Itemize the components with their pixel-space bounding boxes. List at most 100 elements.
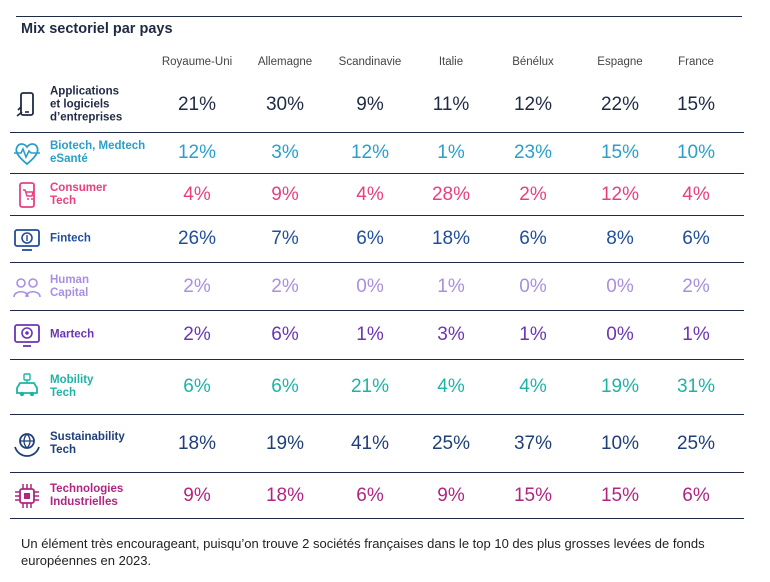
column-header-espagne: Espagne bbox=[597, 56, 643, 68]
column-header-italie: Italie bbox=[438, 56, 464, 68]
value-cell-italie: 1% bbox=[437, 142, 465, 163]
coin-monitor-icon bbox=[12, 224, 42, 254]
value-cell-espagne: 10% bbox=[600, 432, 640, 454]
row-label-line: Technologies bbox=[50, 482, 124, 495]
value-cell-allemagne: 19% bbox=[265, 432, 305, 454]
row-label: Human Capital bbox=[50, 274, 160, 300]
table-row: Mobility Tech 6% 6% 21% 4% 4% 19% 31% bbox=[10, 360, 744, 415]
value-cell-italie: 25% bbox=[431, 432, 471, 454]
row-label-line: Martech bbox=[50, 328, 95, 341]
value-cell-scandinavie: 6% bbox=[356, 228, 384, 249]
value-cell-espagne: 0% bbox=[606, 324, 634, 345]
row-label: Technologies Industrielles bbox=[50, 483, 160, 509]
value-cell-benelux: 37% bbox=[513, 432, 553, 454]
row-label-line: Mobility bbox=[50, 374, 94, 386]
value-cell-allemagne: 6% bbox=[271, 376, 299, 397]
value-cell-royaume-uni: 18% bbox=[177, 432, 217, 454]
row-label-line: et logiciels bbox=[50, 98, 110, 111]
value-cell-scandinavie: 9% bbox=[356, 94, 384, 115]
value-cell-royaume-uni: 21% bbox=[177, 94, 217, 115]
chip-icon bbox=[12, 481, 42, 511]
people-icon bbox=[12, 272, 42, 302]
value-cell-espagne: 15% bbox=[600, 484, 640, 506]
row-label: Martech bbox=[50, 329, 160, 342]
value-cell-italie: 3% bbox=[437, 324, 465, 345]
value-cell-espagne: 19% bbox=[600, 376, 640, 397]
column-headers: Royaume-Uni Allemagne Scandinavie Italie Bén… bbox=[10, 52, 744, 78]
value-cell-royaume-uni: 12% bbox=[177, 142, 217, 163]
value-cell-benelux: 6% bbox=[519, 228, 547, 249]
table-row: Consumer Tech 4% 9% 4% 28% 2% 12% 4% bbox=[10, 174, 744, 216]
target-screen-icon bbox=[12, 320, 42, 350]
value-cell-royaume-uni: 4% bbox=[183, 183, 211, 205]
value-cell-france: 1% bbox=[682, 324, 710, 345]
value-cell-italie: 11% bbox=[432, 94, 470, 115]
column-header-scandinavie: Scandinavie bbox=[338, 56, 402, 68]
value-cell-scandinavie: 6% bbox=[356, 484, 384, 506]
value-cell-allemagne: 7% bbox=[271, 228, 299, 249]
table-row: Sustainability Tech 18% 19% 41% 25% 37% 10% 25% bbox=[10, 415, 744, 473]
smartphone-icon bbox=[12, 90, 42, 120]
row-label-line: Fintech bbox=[50, 232, 91, 245]
cart-phone-icon bbox=[12, 180, 42, 210]
value-cell-italie: 1% bbox=[437, 275, 465, 297]
value-cell-espagne: 8% bbox=[606, 228, 634, 249]
value-cell-allemagne: 30% bbox=[265, 94, 305, 115]
row-label: Mobility Tech bbox=[50, 374, 160, 400]
value-cell-scandinavie: 21% bbox=[350, 376, 390, 397]
value-cell-benelux: 15% bbox=[513, 484, 553, 506]
row-label-line: Consumer bbox=[50, 181, 107, 194]
value-cell-benelux: 1% bbox=[519, 324, 547, 345]
value-cell-allemagne: 9% bbox=[271, 183, 299, 205]
row-label-line: Capital bbox=[50, 286, 89, 299]
row-label-line: Sustainability bbox=[50, 430, 125, 443]
column-header-royaume-uni: Royaume-Uni bbox=[161, 56, 233, 68]
value-cell-scandinavie: 4% bbox=[356, 183, 384, 205]
table-row: Applications et logiciels d’entreprises 21%… bbox=[10, 78, 744, 133]
value-cell-allemagne: 3% bbox=[271, 142, 299, 163]
value-cell-espagne: 15% bbox=[600, 142, 640, 163]
row-label: Fintech bbox=[50, 233, 160, 246]
value-cell-espagne: 12% bbox=[600, 183, 640, 205]
value-cell-scandinavie: 12% bbox=[350, 142, 390, 163]
row-label-line: eSanté bbox=[50, 153, 88, 165]
row-label-line: Biotech, Medtech bbox=[50, 140, 146, 152]
value-cell-benelux: 23% bbox=[513, 142, 553, 163]
table-row: Human Capital 2% 2% 0% 1% 0% 0% 2% bbox=[10, 263, 744, 311]
value-cell-royaume-uni: 9% bbox=[183, 484, 211, 506]
value-cell-espagne: 0% bbox=[606, 275, 634, 297]
value-cell-royaume-uni: 2% bbox=[183, 324, 211, 345]
row-label-line: d’entreprises bbox=[50, 111, 123, 124]
value-cell-scandinavie: 0% bbox=[356, 275, 384, 297]
row-label: Sustainability Tech bbox=[50, 431, 160, 457]
value-cell-france: 31% bbox=[676, 376, 716, 397]
row-label-line: Tech bbox=[50, 443, 76, 456]
value-cell-royaume-uni: 2% bbox=[183, 275, 211, 297]
row-label: Applications et logiciels d’entreprises bbox=[50, 86, 160, 125]
value-cell-espagne: 22% bbox=[600, 94, 640, 115]
value-cell-benelux: 0% bbox=[519, 275, 547, 297]
value-cell-france: 4% bbox=[682, 183, 710, 205]
footnote: Un élément très encourageant, puisqu’on … bbox=[21, 536, 705, 568]
value-cell-italie: 4% bbox=[437, 376, 465, 397]
row-label-line: Applications bbox=[50, 85, 120, 98]
globe-hands-icon bbox=[12, 429, 42, 459]
value-cell-italie: 28% bbox=[431, 183, 471, 205]
column-header-allemagne: Allemagne bbox=[257, 56, 313, 68]
row-label-line: Tech bbox=[50, 194, 76, 207]
row-label-line: Tech bbox=[50, 387, 76, 399]
value-cell-france: 10% bbox=[676, 142, 716, 163]
table-row: Martech 2% 6% 1% 3% 1% 0% 1% bbox=[10, 311, 744, 360]
value-cell-allemagne: 6% bbox=[271, 324, 299, 345]
value-cell-benelux: 12% bbox=[513, 94, 553, 115]
car-icon bbox=[12, 372, 42, 402]
chart-title: Mix sectoriel par pays bbox=[21, 21, 173, 37]
table-body: Applications et logiciels d’entreprises 21%… bbox=[10, 78, 744, 519]
value-cell-france: 6% bbox=[682, 228, 710, 249]
table-row: Technologies Industrielles 9% 18% 6% 9% 15% 15%… bbox=[10, 473, 744, 519]
value-cell-scandinavie: 1% bbox=[356, 324, 384, 345]
heartbeat-icon bbox=[12, 138, 42, 168]
column-header-france: France bbox=[678, 56, 714, 68]
column-header-benelux: Bénélux bbox=[512, 56, 554, 68]
value-cell-scandinavie: 41% bbox=[350, 432, 390, 454]
